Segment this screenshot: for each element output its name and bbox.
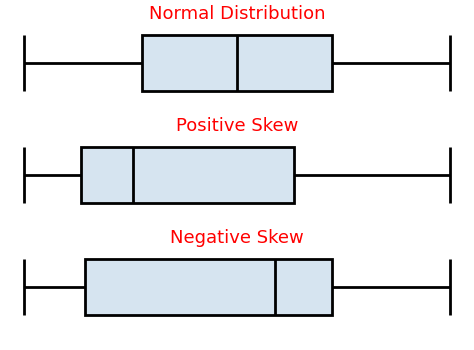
Bar <box>142 35 332 91</box>
Text: Normal Distribution: Normal Distribution <box>149 5 325 23</box>
Text: Positive Skew: Positive Skew <box>176 117 298 135</box>
Text: Negative Skew: Negative Skew <box>170 229 304 247</box>
Bar <box>81 147 294 203</box>
Bar <box>85 259 332 315</box>
